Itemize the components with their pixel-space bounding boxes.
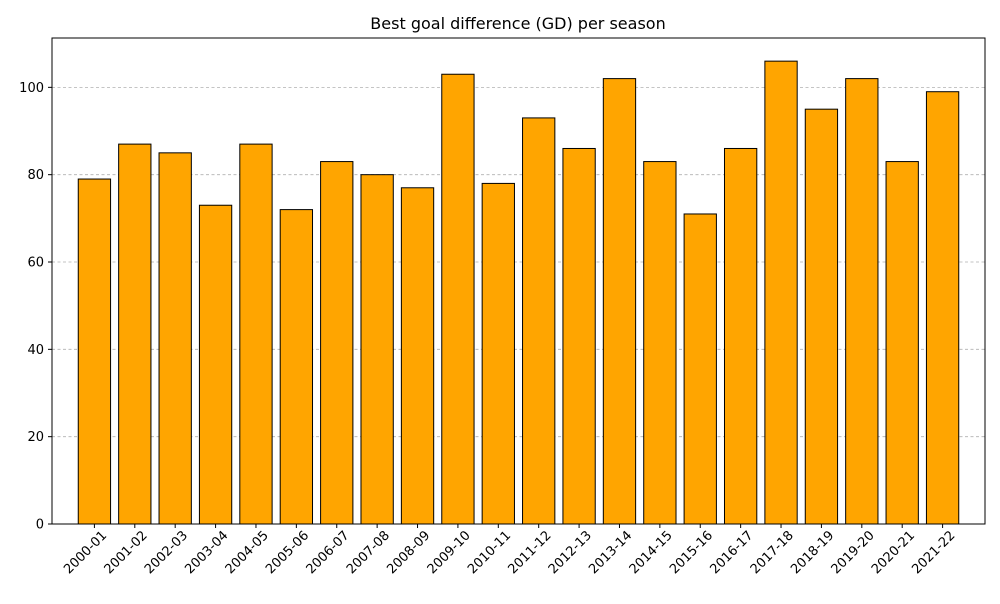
x-tick-label: 2009-10 [425,528,474,577]
x-tick-label: 2011-12 [506,528,555,577]
x-tick-label: 2001-02 [102,528,151,577]
y-axis: 0 20 40 60 80 100 [19,81,52,533]
bars [77,60,960,525]
y-tick-label: 40 [27,343,44,358]
bar-2016-17 [723,147,758,525]
bar-2000-01 [77,178,112,525]
x-axis: 2000-012001-022002-032003-042004-052005-… [61,524,958,577]
y-tick-label: 60 [27,256,44,271]
x-tick-label: 2012-13 [546,528,595,577]
x-tick-label: 2005-06 [263,528,312,577]
x-tick-label: 2017-18 [748,528,797,577]
x-tick-label: 2020-21 [869,528,918,577]
y-tick-label: 20 [27,430,44,445]
x-tick-label: 2013-14 [586,528,635,577]
x-tick-label: 2004-05 [223,528,272,577]
grid-lines [52,86,985,438]
x-tick-label: 2008-09 [384,528,433,577]
bar-2005-06 [279,209,314,525]
bar-2001-02 [118,143,152,525]
chart-title: Best goal difference (GD) per season [370,14,665,33]
bar-2010-11 [481,182,515,525]
x-tick-label: 2000-01 [61,528,110,577]
bar-2002-03 [158,152,192,525]
bar-2006-07 [320,161,354,525]
bar-2019-20 [845,78,879,525]
bar-2018-19 [804,108,839,525]
bar-2015-16 [683,213,717,525]
bar-2012-13 [562,147,596,525]
y-tick-label: 0 [36,518,44,533]
bar-2007-08 [360,174,394,525]
plot-frame [51,37,986,525]
bar-2009-10 [441,73,475,525]
bar-2011-12 [522,117,556,525]
x-tick-label: 2015-16 [667,528,716,577]
x-tick-label: 2002-03 [142,528,191,577]
x-tick-label: 2003-04 [182,528,231,577]
x-tick-label: 2016-17 [707,528,756,577]
x-tick-label: 2014-15 [627,528,676,577]
x-tick-label: 2021-22 [909,528,958,577]
x-tick-label: 2006-07 [304,528,353,577]
bar-2017-18 [764,60,798,525]
x-tick-label: 2019-20 [829,528,878,577]
bar-2008-09 [400,187,435,525]
x-tick-label: 2007-08 [344,528,393,577]
x-tick-label: 2018-19 [788,528,837,577]
bar-2014-15 [643,161,677,525]
bar-2020-21 [885,161,919,525]
bar-2021-22 [925,91,960,525]
bar-2004-05 [239,143,273,525]
y-tick-label: 100 [19,81,44,96]
bar-2013-14 [602,78,637,525]
y-tick-label: 80 [27,168,44,183]
x-tick-label: 2010-11 [465,528,514,577]
bar-2003-04 [198,204,233,525]
